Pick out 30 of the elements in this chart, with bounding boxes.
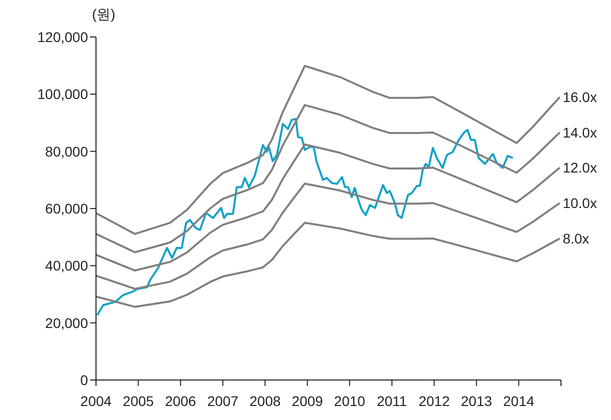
line-series bbox=[96, 104, 561, 254]
y-tick-label: 40,000 bbox=[45, 258, 88, 274]
line-series bbox=[96, 118, 514, 316]
x-tick-label: 2012 bbox=[418, 392, 450, 409]
y-axis-title: (원) bbox=[92, 6, 116, 24]
x-tick-label: 2006 bbox=[164, 392, 196, 409]
series-label: 16.0x bbox=[562, 89, 597, 106]
x-tick-label: 2011 bbox=[376, 392, 408, 409]
x-tick-label: 2009 bbox=[292, 392, 324, 409]
series-label: 8.0x bbox=[562, 230, 590, 247]
x-tick-label: 2010 bbox=[334, 392, 366, 409]
x-tick-label: 2013 bbox=[460, 392, 492, 409]
y-tick-label: 60,000 bbox=[45, 200, 88, 216]
y-tick-label: 80,000 bbox=[45, 143, 88, 160]
line-series bbox=[96, 182, 561, 290]
x-tick-label: 2004 bbox=[80, 392, 112, 409]
y-tick-label: 20,000 bbox=[45, 314, 88, 331]
y-tick-label: 0 bbox=[80, 372, 88, 388]
x-tick-label: 2005 bbox=[122, 392, 154, 409]
series-label: 12.0x bbox=[562, 160, 597, 176]
x-tick-label: 2007 bbox=[207, 392, 239, 409]
line-series bbox=[96, 222, 561, 308]
y-tick-label: 120,000 bbox=[37, 28, 88, 45]
x-tick-label: 2014 bbox=[503, 392, 535, 409]
series-label: 14.0x bbox=[562, 124, 597, 140]
line-series bbox=[96, 64, 561, 235]
y-tick-label: 100,000 bbox=[37, 86, 88, 102]
line-series bbox=[96, 143, 561, 272]
series-label: 10.0x bbox=[562, 195, 597, 212]
x-tick-label: 2008 bbox=[250, 392, 281, 409]
